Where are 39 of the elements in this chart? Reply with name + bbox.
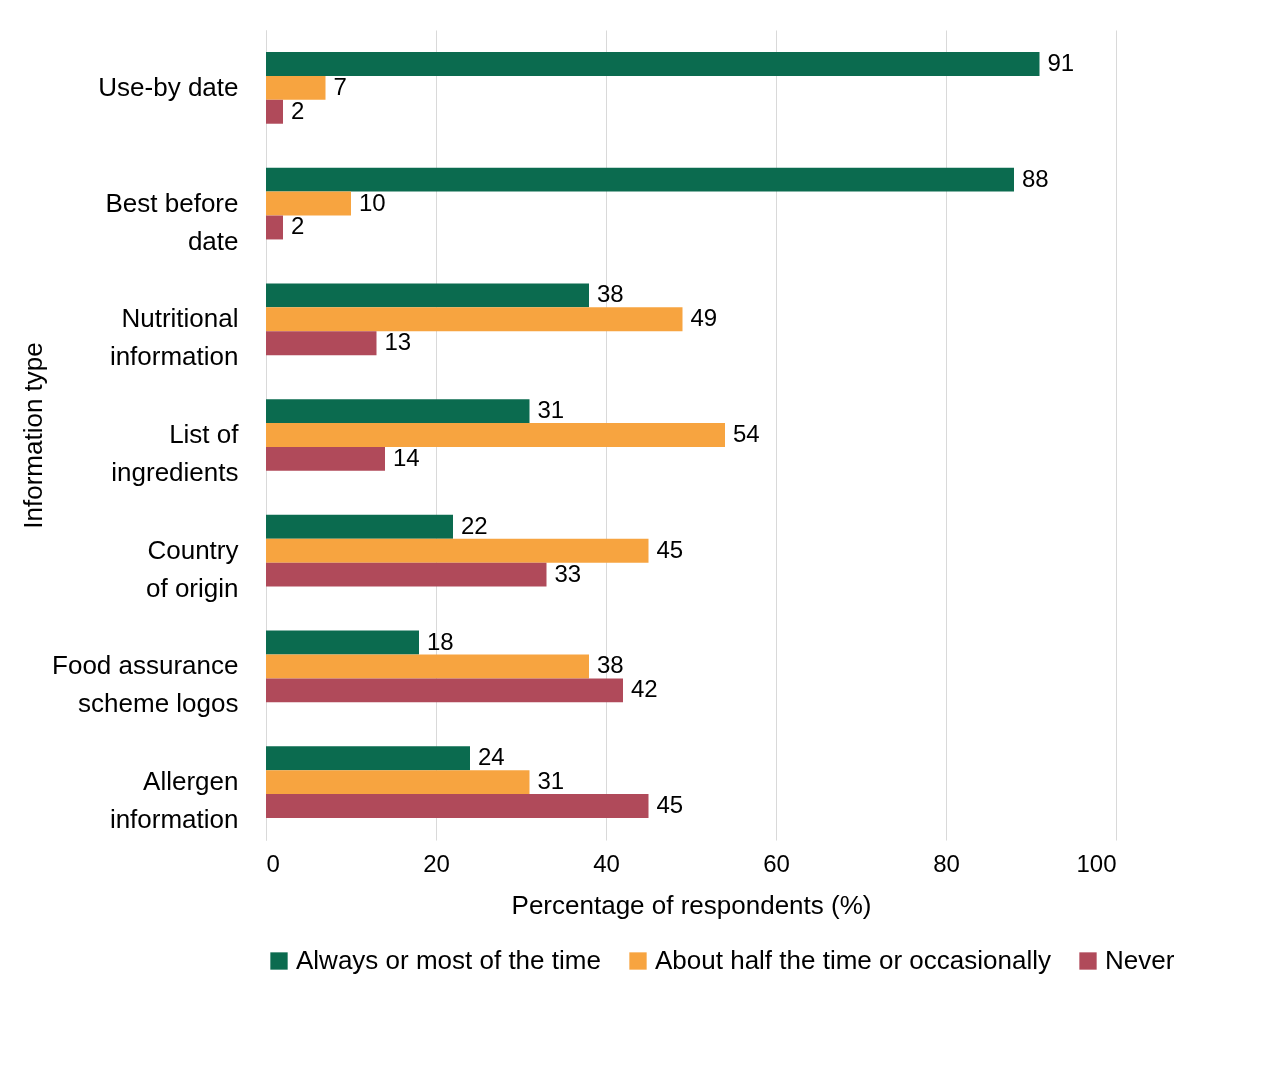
y-tick-label: Use-by date xyxy=(98,71,239,102)
data-label: 10 xyxy=(359,188,386,216)
data-label: 7 xyxy=(333,72,347,100)
data-label: 14 xyxy=(393,443,420,471)
data-label: 45 xyxy=(656,791,684,819)
data-label: 54 xyxy=(733,420,760,447)
data-label: 42 xyxy=(631,675,658,703)
y-axis-title: Information type xyxy=(17,342,48,529)
data-label: 38 xyxy=(597,651,624,679)
data-label: 22 xyxy=(461,511,488,539)
data-label: 45 xyxy=(656,535,684,563)
y-tick-label: Allergen information xyxy=(109,766,239,835)
x-tick-label: 100 xyxy=(1076,849,1117,877)
data-label: 2 xyxy=(291,96,305,124)
data-label: 2 xyxy=(291,212,305,240)
legend-label: Always or most of the time xyxy=(296,945,601,975)
y-tick-label: Best before date xyxy=(105,187,239,256)
y-tick-label: Food assurance scheme logos xyxy=(52,650,239,719)
data-label: 13 xyxy=(384,328,412,356)
data-label: 33 xyxy=(554,559,582,587)
data-label: 91 xyxy=(1047,48,1075,76)
data-label: 88 xyxy=(1022,164,1049,192)
data-label: 31 xyxy=(537,396,565,424)
x-tick-label: 80 xyxy=(933,849,960,877)
data-label: 24 xyxy=(478,743,505,771)
x-tick-label: 60 xyxy=(763,849,790,877)
data-label: 31 xyxy=(537,767,565,795)
x-axis-title: Percentage of respondents (%) xyxy=(511,889,872,920)
y-tick-label: List of ingredients xyxy=(111,419,240,487)
x-tick-label: 0 xyxy=(266,849,280,877)
legend-label: Never xyxy=(1105,945,1175,975)
y-tick-label: Nutritional information xyxy=(109,303,239,372)
legend-label: About half the time or occasionally xyxy=(655,945,1051,975)
y-tick-label: Country of origin xyxy=(146,534,239,603)
x-tick-label: 40 xyxy=(593,849,620,877)
data-label: 18 xyxy=(427,627,454,655)
data-label: 38 xyxy=(597,280,624,308)
x-tick-label: 20 xyxy=(423,849,450,877)
data-label: 49 xyxy=(690,304,718,332)
